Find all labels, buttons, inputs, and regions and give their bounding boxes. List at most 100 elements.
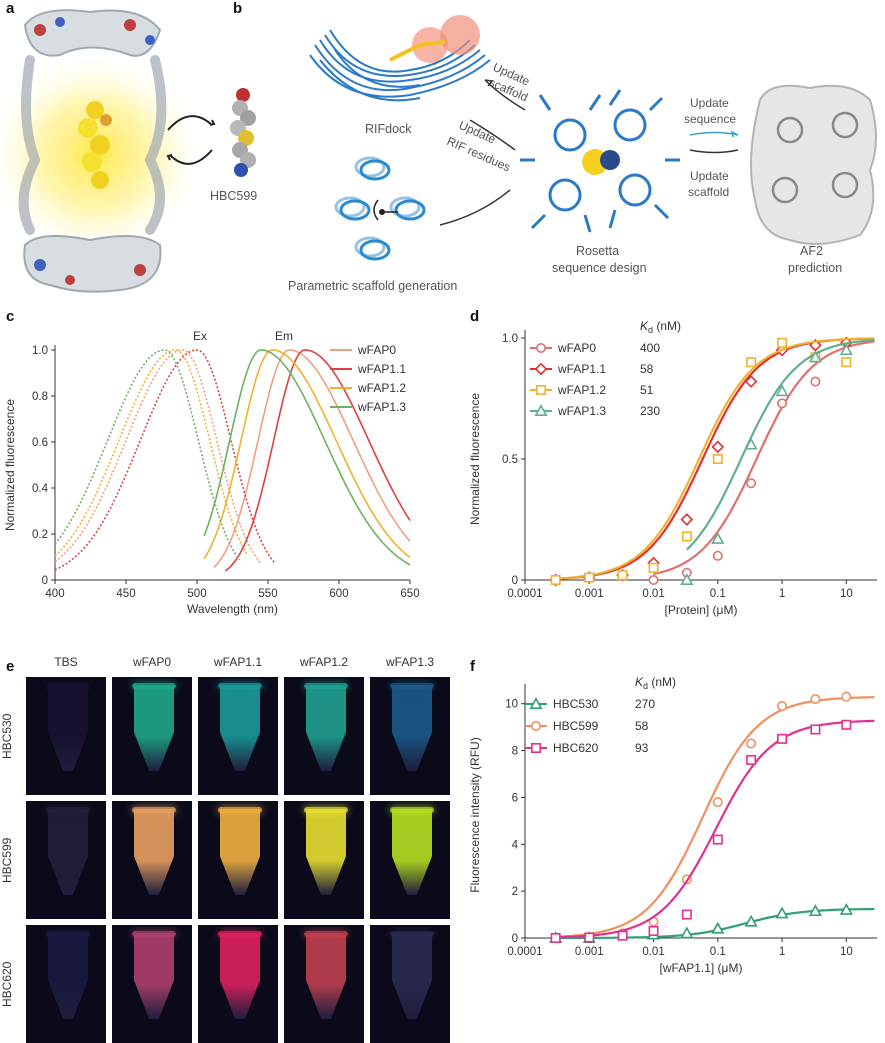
x-tick-label: 600 <box>329 588 348 600</box>
data-point <box>711 921 725 934</box>
y-tick-label: 0.5 <box>502 454 518 466</box>
rosetta-label-1: Rosetta <box>576 244 619 258</box>
data-point <box>810 376 821 387</box>
chart-texts: 400 450 500 550 600 650 0 0.2 0.4 0.6 0.8 1.0 Wavele… <box>3 329 420 616</box>
data-point <box>808 904 822 917</box>
tube <box>48 933 88 1019</box>
update-sequence-label-1: Update <box>690 96 729 110</box>
x-axis-label: Wavelength (nm) <box>187 602 278 616</box>
data-point <box>712 797 723 808</box>
x-tick-label: 0.001 <box>575 946 604 958</box>
legend-marker <box>534 404 548 416</box>
row-label: HBC530 <box>0 713 14 759</box>
x-tick-label: 0.0001 <box>507 588 542 600</box>
data-point <box>777 701 788 712</box>
tube-photo <box>112 677 192 795</box>
data-point <box>744 437 758 450</box>
data-point <box>841 719 852 730</box>
legend-entry: wFAP1.3 <box>357 400 406 414</box>
protein-surface-bottom <box>23 235 162 293</box>
tube <box>48 809 88 895</box>
legend-entry: wFAP1.3 <box>557 404 606 418</box>
x-tick-label: 1 <box>779 588 785 600</box>
hbc599-label: HBC599 <box>210 189 257 203</box>
rifdock-label: RIFdock <box>365 122 412 136</box>
data-point <box>584 932 595 943</box>
tube <box>306 809 346 895</box>
rifdock-ensemble <box>309 29 491 102</box>
x-tick-label: 0.1 <box>710 946 726 958</box>
data-point <box>680 926 694 939</box>
rosetta-design <box>520 89 680 233</box>
update-scaffold2-arrow <box>689 149 739 154</box>
x-tick-label: 0.01 <box>642 946 664 958</box>
fit-curve-2 <box>555 719 875 939</box>
data-point <box>839 343 853 356</box>
excitation-line-3 <box>54 349 241 561</box>
data-point <box>744 375 758 388</box>
update-scaffold2-label-2: scaffold <box>688 185 729 199</box>
x-tick-label: 650 <box>400 588 419 600</box>
data-point <box>712 550 723 561</box>
tube-meniscus <box>390 683 434 689</box>
panel-a-illustration: HBC599 <box>0 9 257 293</box>
legend-entry: wFAP0 <box>557 341 596 355</box>
tube-photo <box>26 925 106 1043</box>
y-tick-label: 0.6 <box>32 437 48 449</box>
tube-photo <box>284 801 364 919</box>
y-tick-label: 0 <box>42 575 48 587</box>
y-tick-label: 0.8 <box>32 391 48 403</box>
data-point <box>712 454 723 465</box>
legend-kd-header: Kd (nM) <box>635 675 676 691</box>
tube-photo <box>370 925 450 1043</box>
tube-meniscus <box>218 931 262 937</box>
x-tick-label: 0.1 <box>710 588 726 600</box>
data-point <box>839 903 853 915</box>
x-tick-label: 1 <box>779 946 785 958</box>
legend-entry: wFAP1.2 <box>557 383 606 397</box>
axes <box>521 330 877 584</box>
data-point <box>746 738 757 749</box>
tube-photo <box>112 801 192 919</box>
y-axis-label: Normalized fluorescence <box>3 399 17 531</box>
legend-kd-value: 58 <box>640 362 654 376</box>
column-label: wFAP1.2 <box>299 655 349 669</box>
binding-curves <box>549 336 875 587</box>
data-point <box>681 531 692 542</box>
axes <box>51 345 411 584</box>
x-tick-label: 10 <box>840 946 853 958</box>
tube <box>220 685 260 771</box>
y-tick-label: 2 <box>512 886 518 898</box>
tube-photo <box>370 677 450 795</box>
row-label: HBC620 <box>0 961 14 1007</box>
af2-label-2: prediction <box>788 261 842 275</box>
hbc599-molecule <box>230 88 256 177</box>
panel-a-label: a <box>6 0 15 17</box>
panel-c-label: c <box>6 308 15 325</box>
y-tick-label: 0 <box>512 933 518 945</box>
panel-d-label: d <box>470 308 480 325</box>
tube <box>392 685 432 771</box>
data-point <box>775 384 789 397</box>
fit-curve-1 <box>555 696 875 938</box>
tube <box>48 685 88 771</box>
tube-meniscus <box>304 931 348 937</box>
y-tick-label: 10 <box>505 699 518 711</box>
legend-entry: wFAP1.1 <box>357 362 406 376</box>
update-rif-arrow <box>469 119 516 151</box>
data-point <box>777 398 788 409</box>
tube-photo <box>284 677 364 795</box>
legend-marker <box>531 720 542 731</box>
tube <box>306 933 346 1019</box>
y-tick-label: 4 <box>512 839 519 851</box>
data-point <box>810 694 821 705</box>
panel-d-chart: 0.0001 0.001 0.01 0.1 1 10 0 0.5 1.0 [Protein] (μ… <box>468 319 877 617</box>
tube <box>306 685 346 771</box>
x-tick-label: 450 <box>116 588 135 600</box>
legend-marker <box>536 342 547 353</box>
tube-photo <box>198 677 278 795</box>
data-point <box>775 906 789 919</box>
data-point <box>648 562 659 573</box>
af2-label-1: AF2 <box>800 244 823 258</box>
x-tick-label: 0.01 <box>642 588 664 600</box>
